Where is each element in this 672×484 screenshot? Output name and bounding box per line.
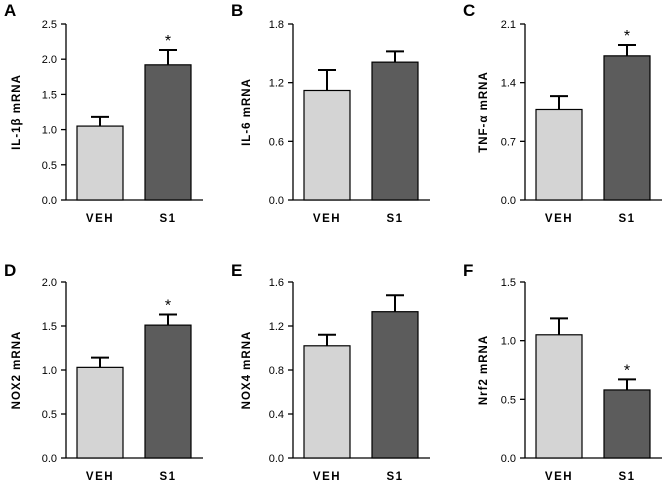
y-axis-title: NOX4 mRNA xyxy=(241,331,253,410)
y-tick-label: 1.8 xyxy=(269,19,284,31)
x-tick-label: S1 xyxy=(618,471,635,483)
y-tick-label: 0.8 xyxy=(269,365,284,377)
x-tick-label: S1 xyxy=(159,471,176,483)
y-axis-title: IL-6 mRNA xyxy=(241,78,253,146)
x-tick-label: VEH xyxy=(545,471,573,483)
x-tick-label: S1 xyxy=(386,213,403,225)
y-tick-label: 0.0 xyxy=(501,195,516,207)
y-tick-label: 0.7 xyxy=(501,136,516,148)
y-tick-label: 2.0 xyxy=(42,54,57,66)
y-tick-label: 1.0 xyxy=(42,365,57,377)
y-tick-label: 1.0 xyxy=(501,336,516,348)
y-tick-label: 1.4 xyxy=(501,78,516,90)
x-tick-label: VEH xyxy=(313,213,341,225)
y-tick-label: 2.5 xyxy=(42,19,57,31)
panel-letter: F xyxy=(463,261,473,280)
bar-veh xyxy=(76,125,124,201)
significance-marker: * xyxy=(165,33,171,50)
x-tick-label: VEH xyxy=(313,471,341,483)
x-tick-label: VEH xyxy=(545,213,573,225)
bar-veh xyxy=(535,108,583,201)
panel-letter: D xyxy=(4,261,16,280)
y-tick-label: 0.4 xyxy=(269,409,284,421)
panel-f: F Nrf2 mRNA 0.0 0.5 1.0 1.5 VEH * S1 xyxy=(463,261,662,483)
y-tick-label: 1.5 xyxy=(501,277,516,289)
y-tick-label: 1.5 xyxy=(42,321,57,333)
y-tick-label: 0.0 xyxy=(269,453,284,465)
x-tick-label: S1 xyxy=(618,213,635,225)
panel-a: A IL-1β mRNA 0.0 0.5 1.0 1.5 2.0 2.5 VEH * S1 xyxy=(4,1,203,225)
y-tick-label: 0.0 xyxy=(269,195,284,207)
bar-s1 xyxy=(144,324,192,459)
y-tick-label: 0.5 xyxy=(42,409,57,421)
y-tick-label: 0.5 xyxy=(501,394,516,406)
bar-veh xyxy=(535,334,583,459)
y-tick-label: 2.1 xyxy=(501,19,516,31)
y-tick-label: 0.5 xyxy=(42,160,57,172)
y-axis-title: Nrf2 mRNA xyxy=(478,335,490,405)
y-tick-label: 0.6 xyxy=(269,136,284,148)
x-tick-label: VEH xyxy=(86,471,114,483)
y-axis-title: TNF-α mRNA xyxy=(478,71,490,153)
bar-s1 xyxy=(371,61,419,201)
x-tick-label: VEH xyxy=(86,213,114,225)
panel-letter: B xyxy=(231,1,243,20)
panel-b: B IL-6 mRNA 0.0 0.6 1.2 1.8 VEH S1 xyxy=(231,1,430,225)
x-tick-label: S1 xyxy=(386,471,403,483)
significance-marker: * xyxy=(624,362,630,379)
panel-letter: E xyxy=(231,261,242,280)
bar-s1 xyxy=(371,311,419,459)
panel-letter: C xyxy=(463,1,475,20)
significance-marker: * xyxy=(624,28,630,45)
bar-s1 xyxy=(603,55,651,201)
panel-e: E NOX4 mRNA 0.0 0.4 0.8 1.2 1.6 VEH S1 xyxy=(231,261,430,483)
y-tick-label: 0.0 xyxy=(42,453,57,465)
bar-s1 xyxy=(144,64,192,201)
y-tick-label: 1.5 xyxy=(42,89,57,101)
y-tick-label: 1.2 xyxy=(269,321,284,333)
panel-letter: A xyxy=(4,1,16,20)
y-tick-label: 0.0 xyxy=(42,195,57,207)
bar-veh xyxy=(303,89,351,201)
y-tick-label: 0.0 xyxy=(501,453,516,465)
y-tick-label: 1.6 xyxy=(269,277,284,289)
bar-s1 xyxy=(603,389,651,459)
y-tick-label: 1.2 xyxy=(269,78,284,90)
y-axis-title: IL-1β mRNA xyxy=(11,74,23,150)
y-axis-title: NOX2 mRNA xyxy=(11,331,23,410)
y-tick-label: 2.0 xyxy=(42,277,57,289)
x-tick-label: S1 xyxy=(159,213,176,225)
significance-marker: * xyxy=(165,298,171,315)
bar-veh xyxy=(303,345,351,459)
bar-veh xyxy=(76,366,124,459)
panel-c: C TNF-α mRNA 0.0 0.7 1.4 2.1 VEH * S1 xyxy=(463,1,662,225)
y-tick-label: 1.0 xyxy=(42,125,57,137)
panel-d: D NOX2 mRNA 0.0 0.5 1.0 1.5 2.0 VEH * S1 xyxy=(4,261,203,483)
